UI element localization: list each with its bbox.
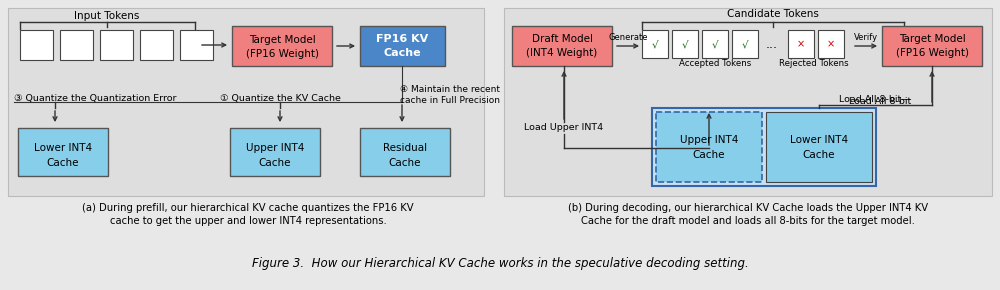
Text: Cache: Cache (389, 158, 421, 168)
Bar (702, 30, 728, 58)
Text: Residual: Residual (383, 143, 427, 153)
Text: Draft Model: Draft Model (532, 34, 592, 44)
Bar (672, 30, 698, 58)
Text: (FP16 Weight): (FP16 Weight) (246, 49, 318, 59)
Bar (8, 8, 484, 196)
Text: Input Tokens: Input Tokens (74, 11, 140, 21)
Bar (642, 30, 668, 58)
Bar (818, 30, 844, 58)
Bar (766, 112, 872, 182)
Text: ③ Quantize the Quantization Error: ③ Quantize the Quantization Error (14, 93, 176, 102)
Bar (140, 30, 173, 60)
Text: ① Quantize the KV Cache: ① Quantize the KV Cache (220, 93, 340, 102)
Text: Cache: Cache (259, 158, 291, 168)
Text: Target Model: Target Model (899, 34, 965, 44)
Text: Candidate Tokens: Candidate Tokens (727, 9, 819, 19)
Text: Cache: Cache (693, 150, 725, 160)
Bar (788, 30, 814, 58)
Text: Accepted Tokens: Accepted Tokens (679, 59, 751, 68)
Text: Cache for the draft model and loads all 8-bits for the target model.: Cache for the draft model and loads all … (581, 216, 915, 226)
Text: Cache: Cache (383, 48, 421, 58)
Bar (20, 30, 53, 60)
Text: (FP16 Weight): (FP16 Weight) (896, 48, 968, 58)
Bar (732, 30, 758, 58)
Bar (882, 26, 982, 66)
Text: Upper INT4: Upper INT4 (246, 143, 304, 153)
Text: ...: ... (766, 37, 778, 50)
Bar (656, 112, 762, 182)
Text: Upper INT4: Upper INT4 (680, 135, 738, 145)
Text: (INT4 Weight): (INT4 Weight) (526, 48, 598, 58)
Text: Cache: Cache (47, 158, 79, 168)
Text: √: √ (742, 39, 748, 49)
Text: ×: × (827, 39, 835, 49)
Text: ④ Maintain the recent
cache in Full Precision: ④ Maintain the recent cache in Full Prec… (400, 85, 500, 105)
Text: Verify: Verify (854, 34, 878, 43)
Text: Figure 3.  How our Hierarchical KV Cache works in the speculative decoding setti: Figure 3. How our Hierarchical KV Cache … (252, 256, 748, 269)
Text: ×: × (797, 39, 805, 49)
Bar (504, 8, 992, 196)
Bar (230, 128, 320, 176)
Text: Cache: Cache (803, 150, 835, 160)
Text: (a) During prefill, our hierarchical KV cache quantizes the FP16 KV: (a) During prefill, our hierarchical KV … (82, 203, 414, 213)
Bar (100, 30, 133, 60)
Text: Load All 8-bit—: Load All 8-bit— (839, 95, 911, 104)
Text: Target Model: Target Model (249, 35, 315, 45)
Text: Load Upper INT4: Load Upper INT4 (524, 124, 604, 133)
Bar (60, 30, 93, 60)
Text: FP16 KV: FP16 KV (376, 34, 428, 44)
Text: Load All 8-bit: Load All 8-bit (849, 97, 911, 106)
Text: Lower INT4: Lower INT4 (790, 135, 848, 145)
Text: Lower INT4: Lower INT4 (34, 143, 92, 153)
Text: Generate: Generate (608, 34, 648, 43)
Bar (18, 128, 108, 176)
Text: Rejected Tokens: Rejected Tokens (779, 59, 849, 68)
Text: √: √ (682, 39, 688, 49)
Bar (360, 128, 450, 176)
Text: √: √ (652, 39, 658, 49)
Bar (512, 26, 612, 66)
Bar (232, 26, 332, 66)
Bar (360, 26, 445, 66)
Bar (180, 30, 213, 60)
Text: cache to get the upper and lower INT4 representations.: cache to get the upper and lower INT4 re… (110, 216, 386, 226)
Text: (b) During decoding, our hierarchical KV Cache loads the Upper INT4 KV: (b) During decoding, our hierarchical KV… (568, 203, 928, 213)
Bar (652, 108, 876, 186)
Text: √: √ (712, 39, 718, 49)
